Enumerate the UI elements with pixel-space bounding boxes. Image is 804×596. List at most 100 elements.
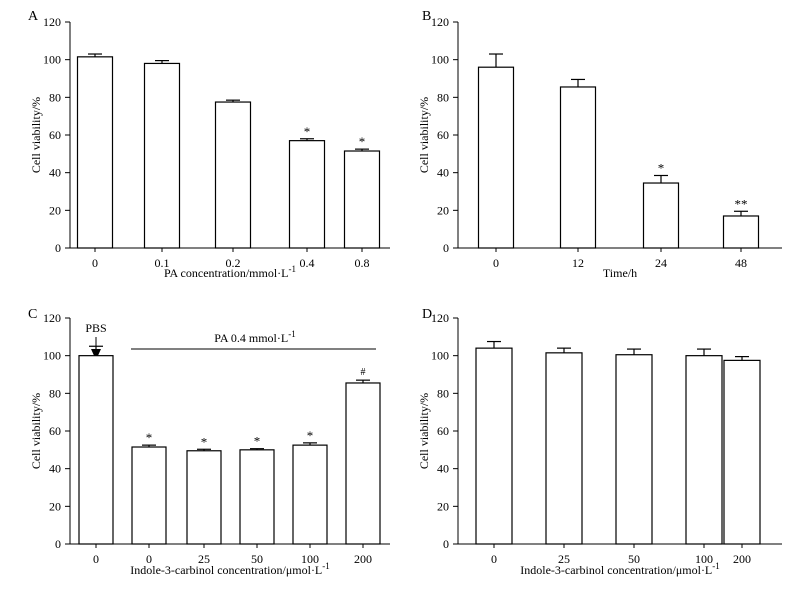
panel-c-y-label: Cell viability/% — [29, 393, 43, 469]
panel-d-xtick-label: 25 — [558, 552, 570, 566]
panel-b-ytick-label: 40 — [437, 166, 449, 180]
panel-d-xtick-label: 100 — [695, 552, 713, 566]
panel-a-xtick-label: 0.1 — [155, 256, 170, 270]
panel-a-ytick-label: 100 — [43, 53, 61, 67]
panel-b-letter: B — [422, 9, 431, 24]
panel-d-x-label-sup: -1 — [712, 561, 720, 571]
panel-d: D Cell viability/% Indole-3-carbinol con… — [417, 307, 782, 577]
pbs-label: PBS — [85, 321, 106, 335]
panel-a-xtick-label: 0.8 — [355, 256, 370, 270]
panel-c-bar — [292, 444, 328, 545]
panel-c-xtick-label: 25 — [198, 552, 210, 566]
panel-d-ytick-label: 20 — [437, 499, 449, 513]
panel-b-ytick-label: 80 — [437, 90, 449, 104]
panel-d-xtick-label: 200 — [733, 552, 751, 566]
panel-d-ytick-label: 100 — [431, 349, 449, 363]
panel-d-bar — [723, 359, 761, 545]
panel-c-bar — [186, 450, 222, 545]
panel-b-xtick-label: 0 — [493, 256, 499, 270]
panel-c-ytick-label: 20 — [49, 499, 61, 513]
panel-a-ytick-label: 120 — [43, 15, 61, 29]
panel-d-bar — [545, 352, 583, 545]
panel-c-significance-mark: * — [201, 434, 208, 449]
panel-d-ytick-label: 120 — [431, 311, 449, 325]
panel-c-xtick-label: 0 — [146, 552, 152, 566]
panel-a-x-label-main: PA concentration/mmol·L — [164, 266, 289, 280]
panel-a-xtick-label: 0 — [92, 256, 98, 270]
panel-a-significance-mark: * — [304, 124, 311, 139]
panel-b-bar — [559, 86, 597, 249]
panel-c-x-label-sup: -1 — [322, 561, 330, 571]
panel-b-x-label-main: Time/h — [603, 266, 637, 280]
panel-c-bar — [239, 449, 275, 545]
panel-a-xtick-label: 0.4 — [300, 256, 315, 270]
panel-b-significance-mark: * — [658, 160, 665, 175]
panel-a-x-label-sup: -1 — [289, 264, 297, 274]
panel-c-significance-mark: * — [307, 428, 314, 443]
panel-a-xtick-label: 0.2 — [226, 256, 241, 270]
panel-c-xtick-label: 200 — [354, 552, 372, 566]
panel-c-ytick-label: 100 — [43, 349, 61, 363]
panel-c-ytick-label: 120 — [43, 311, 61, 325]
panel-a-significance-mark: * — [359, 134, 366, 149]
panel-c-significance-mark: * — [146, 430, 153, 445]
panel-d-y-label: Cell viability/% — [417, 393, 431, 469]
panel-d-ytick-label: 80 — [437, 386, 449, 400]
panel-c-ytick-label: 60 — [49, 424, 61, 438]
panel-a-ytick-label: 20 — [49, 203, 61, 217]
panel-a-bar — [143, 62, 181, 249]
panel-d-ytick-label: 40 — [437, 462, 449, 476]
panel-a-bar — [343, 150, 381, 249]
panel-b-bar — [642, 182, 680, 249]
panel-a-bar — [76, 56, 114, 249]
panel-d-ytick-label: 60 — [437, 424, 449, 438]
panel-c-ytick-label: 0 — [55, 537, 61, 551]
panel-d-xtick-label: 50 — [628, 552, 640, 566]
panel-a-ytick-label: 60 — [49, 128, 61, 142]
panel-d-x-label: Indole-3-carbinol concentration/μmol·L-1 — [520, 561, 720, 577]
panel-c-significance-mark: * — [254, 434, 261, 449]
panel-c-xtick-label: 100 — [301, 552, 319, 566]
panel-c-ytick-label: 80 — [49, 386, 61, 400]
panel-a-bar — [288, 140, 326, 249]
panel-c-x-label: Indole-3-carbinol concentration/μmol·L-1 — [130, 561, 330, 577]
panel-b: B Cell viability/% Time/h 0 20 40 60 80 100 12… — [417, 9, 782, 280]
panel-b-ytick-label: 120 — [431, 15, 449, 29]
panel-d-x-label-main: Indole-3-carbinol concentration/μmol·L — [520, 563, 712, 577]
panel-c-letter: C — [28, 307, 37, 322]
panel-b-xtick-label: 24 — [655, 256, 667, 270]
panel-c-x-label-main: Indole-3-carbinol concentration/μmol·L — [130, 563, 322, 577]
panel-b-xtick-label: 12 — [572, 256, 584, 270]
panel-c-bar — [78, 355, 114, 545]
panel-d-letter: D — [422, 307, 432, 322]
panel-b-ytick-label: 100 — [431, 53, 449, 67]
panel-a-x-label: PA concentration/mmol·L-1 — [164, 264, 296, 280]
panel-d-bar — [685, 355, 723, 545]
panel-b-ytick-label: 0 — [443, 241, 449, 255]
panel-d-bar — [615, 354, 653, 545]
pa-treatment-label: PA 0.4 mmol·L-1 — [214, 329, 295, 345]
panel-a-ytick-label: 40 — [49, 166, 61, 180]
panel-a-bar — [214, 101, 252, 249]
pa-treatment-label-main: PA 0.4 mmol·L — [214, 331, 288, 345]
panel-a: A Cell viability/% PA concentration/mmol… — [28, 9, 390, 280]
panel-c-xtick-label: 50 — [251, 552, 263, 566]
panel-a-ytick-label: 80 — [49, 90, 61, 104]
pa-treatment-label-sup: -1 — [288, 329, 296, 339]
panel-b-xtick-label: 48 — [735, 256, 747, 270]
panel-c-ytick-label: 40 — [49, 462, 61, 476]
panel-d-xtick-label: 0 — [491, 552, 497, 566]
panel-d-bar — [475, 347, 513, 545]
panel-c-significance-mark: # — [361, 367, 366, 378]
panel-c-xtick-label: 0 — [93, 552, 99, 566]
panel-b-bar — [477, 66, 515, 249]
panel-a-y-label: Cell viability/% — [29, 97, 43, 173]
panel-b-ytick-label: 60 — [437, 128, 449, 142]
panel-b-y-label: Cell viability/% — [417, 97, 431, 173]
panel-d-ytick-label: 0 — [443, 537, 449, 551]
panel-b-bar — [722, 215, 760, 249]
panel-b-x-label: Time/h — [603, 266, 637, 280]
panel-c-bar — [131, 446, 167, 545]
panel-c: C Cell viability/% Indole-3-carbinol con… — [28, 307, 390, 577]
